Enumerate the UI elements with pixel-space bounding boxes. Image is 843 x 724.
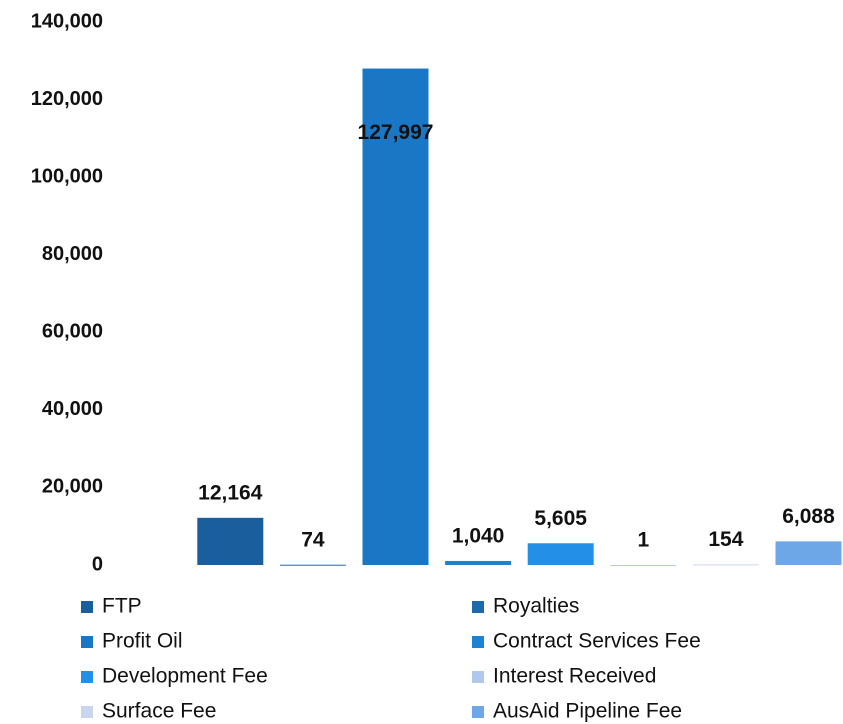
legend-label: FTP [102, 595, 142, 618]
legend-label: Interest Received [493, 665, 656, 688]
y-tick-label: 20,000 [42, 476, 103, 498]
bar [775, 541, 842, 565]
value-label: 154 [708, 528, 743, 551]
bar [197, 517, 264, 565]
legend-swatch [81, 671, 93, 683]
legend-label: Profit Oil [102, 630, 183, 653]
value-label: 1,040 [452, 525, 505, 548]
bar [610, 564, 677, 566]
bar [279, 564, 346, 566]
legend-swatch [472, 706, 484, 718]
legend-label: Royalties [493, 595, 579, 618]
value-label: 5,605 [534, 507, 587, 530]
legend-swatch [81, 706, 93, 718]
legend-swatch [472, 601, 484, 613]
value-label: 1 [637, 529, 649, 552]
legend-label: Contract Services Fee [493, 630, 701, 653]
legend-swatch [472, 636, 484, 648]
y-tick-label: 80,000 [42, 243, 103, 265]
value-label: 12,164 [198, 481, 263, 504]
y-tick-label: 60,000 [42, 321, 103, 343]
y-tick-label: 120,000 [31, 88, 103, 110]
bar [527, 543, 594, 565]
y-tick-label: 40,000 [42, 398, 103, 420]
bar [445, 560, 512, 565]
legend-label: AusAid Pipeline Fee [493, 700, 682, 723]
y-tick-label: 140,000 [31, 10, 103, 32]
legend-label: Surface Fee [102, 700, 216, 723]
bar [692, 564, 759, 566]
bar [362, 68, 429, 565]
legend-swatch [472, 671, 484, 683]
y-tick-label: 0 [92, 553, 103, 575]
legend-swatch [81, 601, 93, 613]
value-label: 74 [301, 528, 325, 551]
value-label: 6,088 [782, 505, 835, 528]
value-label: 127,997 [358, 121, 434, 144]
y-tick-label: 100,000 [31, 165, 103, 187]
legend-label: Development Fee [102, 665, 268, 688]
legend-swatch [81, 636, 93, 648]
